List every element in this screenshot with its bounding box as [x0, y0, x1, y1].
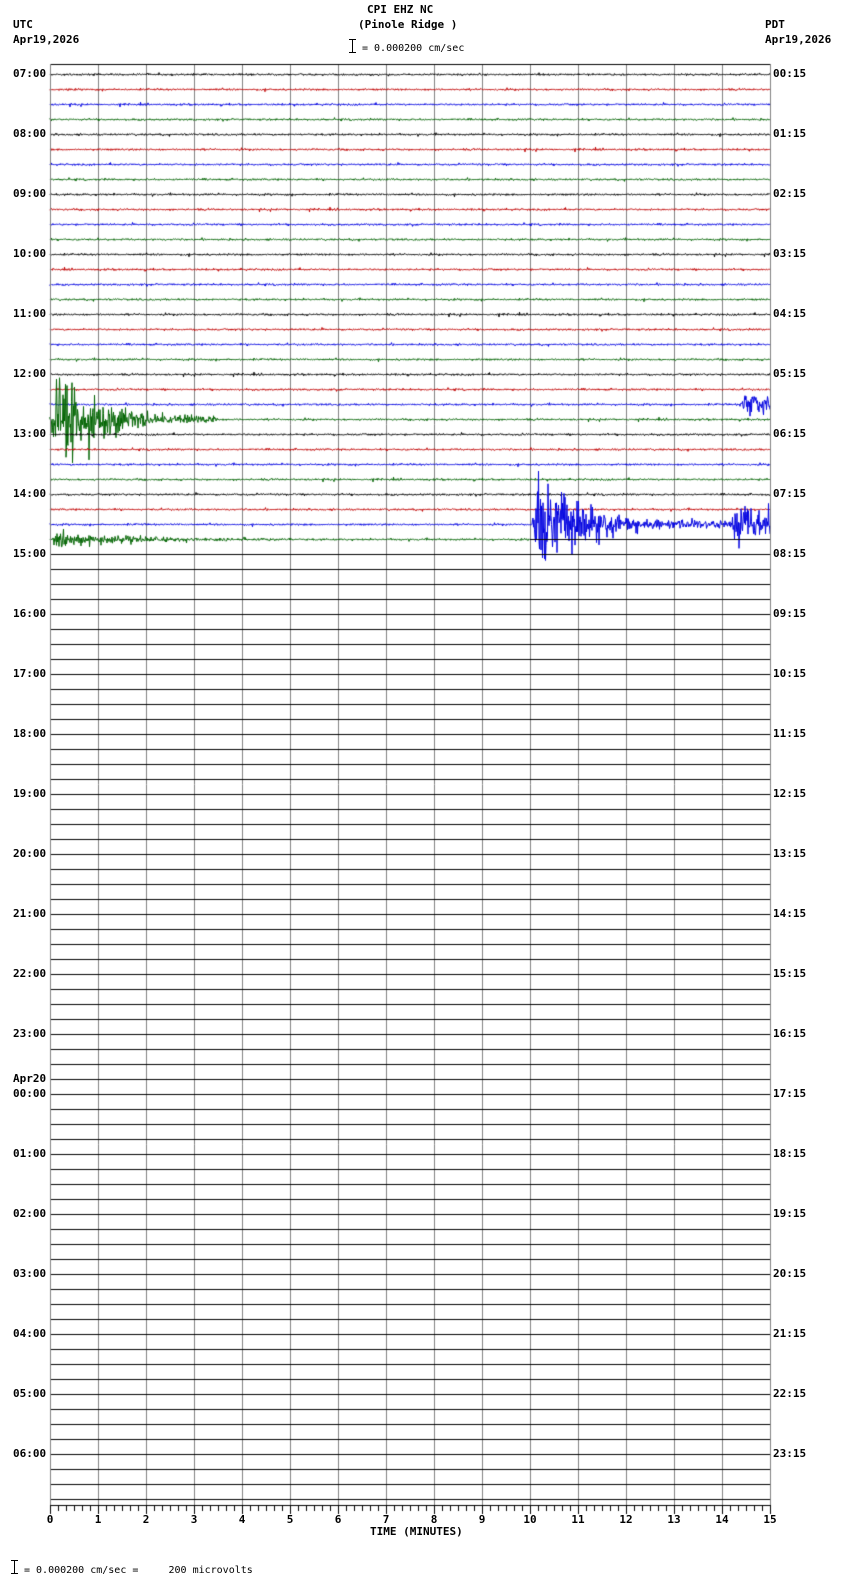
pdt-hour-label: 05:15: [773, 367, 807, 380]
x-axis-title: TIME (MINUTES): [370, 1525, 463, 1538]
pdt-hour-label: 09:15: [773, 607, 807, 620]
utc-hour-label: 18:00: [13, 727, 47, 740]
utc-hour-label: 20:00: [13, 847, 47, 860]
pdt-hour-label: 03:15: [773, 247, 807, 260]
utc-hour-label: 14:00: [13, 487, 47, 500]
pdt-hour-label: 00:15: [773, 67, 807, 80]
x-tick-label: 2: [142, 1513, 150, 1526]
utc-hour-label: 23:00: [13, 1027, 47, 1040]
pdt-hour-label: 06:15: [773, 427, 807, 440]
pdt-hour-label: 15:15: [773, 967, 807, 980]
left-date: Apr19,2026: [13, 33, 80, 46]
x-tick-label: 1: [94, 1513, 102, 1526]
utc-hour-label: 10:00: [13, 247, 47, 260]
utc-hour-label: 04:00: [13, 1327, 47, 1340]
utc-hour-label: 15:00: [13, 547, 47, 560]
x-tick-label: 10: [523, 1513, 537, 1526]
pdt-hour-label: 08:15: [773, 547, 807, 560]
right-date: Apr19,2026: [765, 33, 832, 46]
station-location: (Pinole Ridge ): [358, 18, 458, 31]
footer-scale-bar-icon: [11, 1560, 18, 1574]
utc-hour-label: 01:00: [13, 1147, 47, 1160]
x-tick-label: 11: [571, 1513, 585, 1526]
x-tick-label: 0: [46, 1513, 54, 1526]
utc-hour-label: 16:00: [13, 607, 47, 620]
utc-hour-label: 13:00: [13, 427, 47, 440]
pdt-hour-label: 14:15: [773, 907, 807, 920]
utc-hour-label: 03:00: [13, 1267, 47, 1280]
station-title: CPI EHZ NC: [367, 3, 434, 16]
pdt-hour-label: 13:15: [773, 847, 807, 860]
pdt-hour-label: 07:15: [773, 487, 807, 500]
pdt-hour-label: 04:15: [773, 307, 807, 320]
utc-hour-label: 12:00: [13, 367, 47, 380]
pdt-hour-label: 20:15: [773, 1267, 807, 1280]
pdt-hour-label: 16:15: [773, 1027, 807, 1040]
left-timezone: UTC: [13, 18, 33, 31]
utc-hour-label: 09:00: [13, 187, 47, 200]
pdt-hour-label: 02:15: [773, 187, 807, 200]
x-tick-label: 6: [334, 1513, 342, 1526]
x-tick-label: 15: [763, 1513, 777, 1526]
x-tick-label: 14: [715, 1513, 729, 1526]
pdt-hour-label: 01:15: [773, 127, 807, 140]
x-tick-label: 3: [190, 1513, 198, 1526]
scale-text: = 0.000200 cm/sec: [362, 43, 465, 54]
pdt-hour-label: 11:15: [773, 727, 807, 740]
pdt-hour-label: 21:15: [773, 1327, 807, 1340]
utc-hour-label: 22:00: [13, 967, 47, 980]
utc-hour-label: 17:00: [13, 667, 47, 680]
utc-hour-label: 05:00: [13, 1387, 47, 1400]
utc-hour-label: 00:00: [13, 1087, 47, 1100]
utc-hour-label: 02:00: [13, 1207, 47, 1220]
utc-hour-label: 07:00: [13, 67, 47, 80]
pdt-hour-label: 10:15: [773, 667, 807, 680]
x-tick-label: 12: [619, 1513, 633, 1526]
x-tick-label: 5: [286, 1513, 294, 1526]
footer-scale-text: = 0.000200 cm/sec = 200 microvolts: [24, 1565, 253, 1576]
date-change-label: Apr20: [13, 1072, 47, 1085]
pdt-hour-label: 19:15: [773, 1207, 807, 1220]
pdt-hour-label: 23:15: [773, 1447, 807, 1460]
x-tick-label: 8: [430, 1513, 438, 1526]
pdt-hour-label: 12:15: [773, 787, 807, 800]
pdt-hour-label: 22:15: [773, 1387, 807, 1400]
x-tick-label: 4: [238, 1513, 246, 1526]
utc-hour-label: 21:00: [13, 907, 47, 920]
x-tick-label: 7: [382, 1513, 390, 1526]
scale-bar-icon: [349, 39, 356, 53]
utc-hour-label: 08:00: [13, 127, 47, 140]
x-tick-label: 13: [667, 1513, 681, 1526]
pdt-hour-label: 17:15: [773, 1087, 807, 1100]
x-tick-label: 9: [478, 1513, 486, 1526]
utc-hour-label: 19:00: [13, 787, 47, 800]
right-timezone: PDT: [765, 18, 785, 31]
utc-hour-label: 11:00: [13, 307, 47, 320]
utc-hour-label: 06:00: [13, 1447, 47, 1460]
pdt-hour-label: 18:15: [773, 1147, 807, 1160]
